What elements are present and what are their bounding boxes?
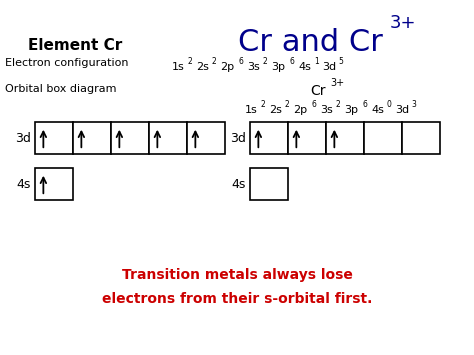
Text: 3+: 3+ <box>390 14 417 32</box>
Text: 5: 5 <box>338 57 343 66</box>
Bar <box>250 168 288 200</box>
Text: 4s: 4s <box>298 62 311 72</box>
Text: 4s: 4s <box>17 178 31 191</box>
Text: 2: 2 <box>188 57 193 66</box>
Text: 3: 3 <box>411 100 416 109</box>
Text: Cr and Cr: Cr and Cr <box>237 28 383 57</box>
Text: 3+: 3+ <box>330 78 344 88</box>
Text: 2: 2 <box>263 57 268 66</box>
Text: 1s: 1s <box>172 62 185 72</box>
Text: 2: 2 <box>336 100 341 109</box>
Bar <box>288 122 326 154</box>
Bar <box>364 122 402 154</box>
Text: 6: 6 <box>363 100 368 109</box>
Text: 6: 6 <box>290 57 295 66</box>
Text: 0: 0 <box>387 100 392 109</box>
Text: 6: 6 <box>312 100 317 109</box>
Text: 3d: 3d <box>230 131 246 144</box>
Text: 3s: 3s <box>320 105 333 115</box>
Text: 2: 2 <box>261 100 266 109</box>
Text: 2: 2 <box>212 57 217 66</box>
Text: 1s: 1s <box>245 105 258 115</box>
Text: 6: 6 <box>239 57 244 66</box>
Text: 4s: 4s <box>371 105 384 115</box>
Bar <box>187 122 225 154</box>
Bar <box>35 122 73 154</box>
Text: 1: 1 <box>314 57 319 66</box>
Bar <box>73 122 111 154</box>
Text: Electron configuration: Electron configuration <box>5 58 128 68</box>
Bar <box>326 122 364 154</box>
Text: 2p: 2p <box>220 62 234 72</box>
Bar <box>149 122 187 154</box>
Bar <box>402 122 440 154</box>
Bar <box>250 122 288 154</box>
Text: 2: 2 <box>285 100 290 109</box>
Bar <box>35 168 73 200</box>
Text: Transition metals always lose: Transition metals always lose <box>121 268 353 282</box>
Text: 4s: 4s <box>232 178 246 191</box>
Text: Orbital box diagram: Orbital box diagram <box>5 84 117 94</box>
Text: 3d: 3d <box>15 131 31 144</box>
Text: electrons from their s-orbital first.: electrons from their s-orbital first. <box>102 292 372 306</box>
Text: 2s: 2s <box>196 62 209 72</box>
Text: 3d: 3d <box>322 62 336 72</box>
Text: Element Cr: Element Cr <box>28 38 122 53</box>
Text: 3s: 3s <box>247 62 260 72</box>
Text: 3p: 3p <box>344 105 358 115</box>
Text: 2s: 2s <box>269 105 282 115</box>
Bar <box>111 122 149 154</box>
Text: 3p: 3p <box>271 62 285 72</box>
Text: Cr: Cr <box>310 84 326 98</box>
Text: 2p: 2p <box>293 105 307 115</box>
Text: 3d: 3d <box>395 105 409 115</box>
